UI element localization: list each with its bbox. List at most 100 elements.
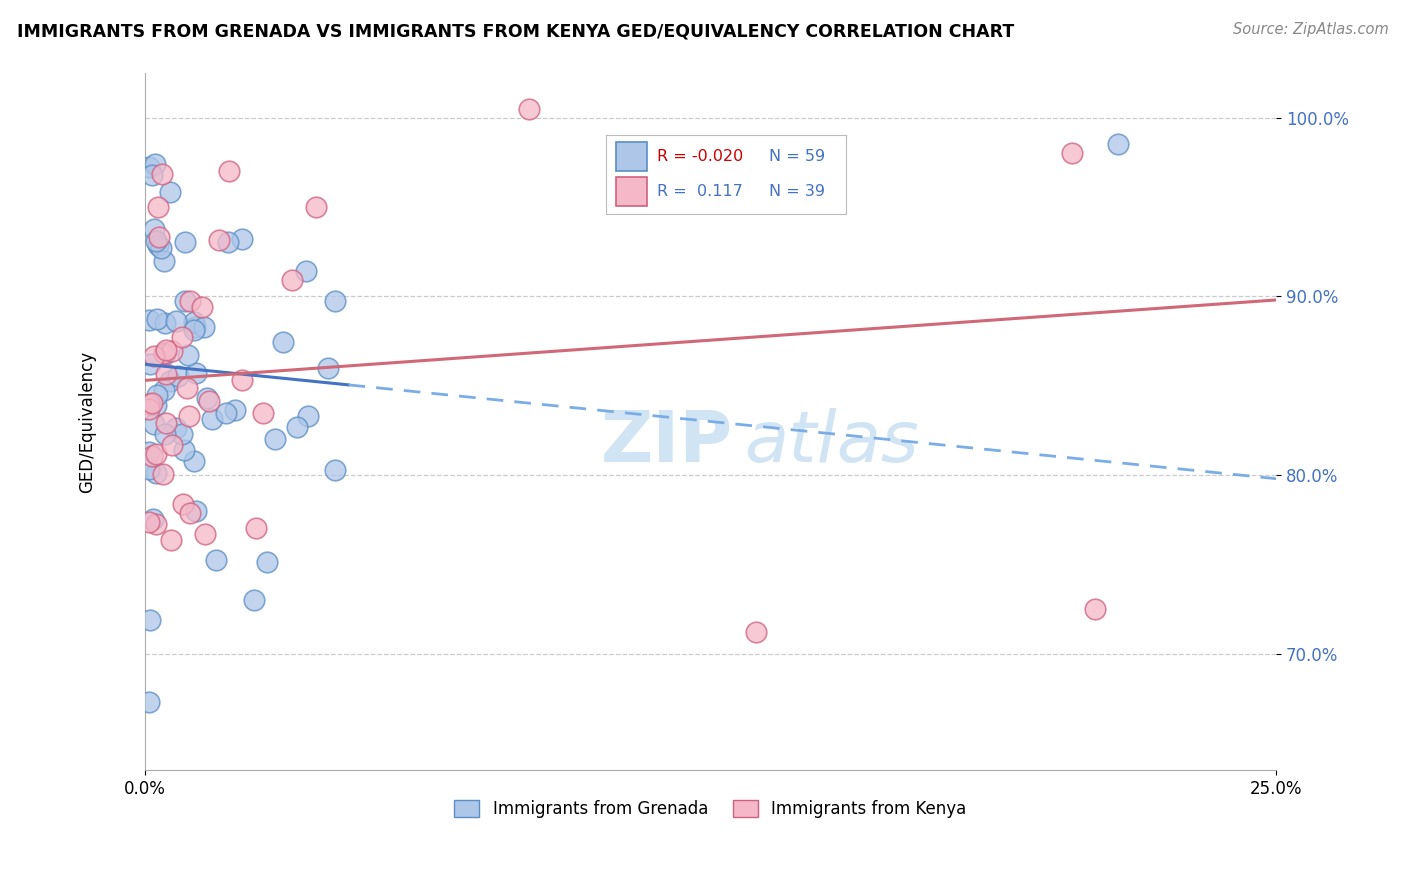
Point bbox=[138, 461, 160, 475]
Point bbox=[160, 438, 183, 452]
Point bbox=[170, 329, 193, 343]
Point bbox=[745, 625, 768, 640]
Point bbox=[201, 412, 224, 426]
Point bbox=[146, 311, 169, 326]
Point bbox=[197, 391, 219, 405]
Point bbox=[170, 426, 193, 441]
Point bbox=[138, 160, 160, 174]
Point bbox=[167, 369, 190, 384]
Text: R = -0.020: R = -0.020 bbox=[657, 149, 742, 164]
Point bbox=[1107, 137, 1129, 152]
Point bbox=[174, 235, 197, 249]
Point bbox=[139, 357, 162, 371]
Point bbox=[143, 157, 166, 171]
Point bbox=[145, 466, 167, 480]
Point bbox=[179, 507, 201, 521]
Point bbox=[264, 432, 287, 446]
Point bbox=[150, 241, 173, 255]
Text: Source: ZipAtlas.com: Source: ZipAtlas.com bbox=[1233, 22, 1389, 37]
Point bbox=[148, 230, 170, 244]
Point bbox=[218, 163, 240, 178]
Point bbox=[138, 313, 160, 327]
Point bbox=[142, 512, 165, 526]
Point bbox=[193, 319, 215, 334]
Point bbox=[231, 373, 253, 387]
Point bbox=[152, 383, 174, 397]
Point bbox=[316, 360, 339, 375]
Point bbox=[145, 447, 167, 461]
Point bbox=[243, 592, 266, 607]
Point bbox=[173, 443, 195, 458]
Point bbox=[245, 521, 267, 535]
Y-axis label: GED/Equivalency: GED/Equivalency bbox=[79, 351, 96, 492]
Point bbox=[162, 344, 184, 359]
Text: atlas: atlas bbox=[744, 408, 920, 477]
Point bbox=[146, 200, 169, 214]
Point bbox=[153, 316, 176, 330]
Point bbox=[304, 200, 326, 214]
Point bbox=[184, 366, 207, 380]
Point bbox=[141, 450, 163, 464]
Legend: Immigrants from Grenada, Immigrants from Kenya: Immigrants from Grenada, Immigrants from… bbox=[447, 793, 973, 824]
Point bbox=[179, 409, 201, 424]
Point bbox=[177, 348, 200, 362]
Point bbox=[176, 380, 198, 394]
Point bbox=[165, 314, 187, 328]
Point bbox=[297, 409, 319, 423]
Point bbox=[145, 398, 167, 412]
Text: N = 39: N = 39 bbox=[769, 184, 825, 199]
Text: R =  0.117: R = 0.117 bbox=[657, 184, 742, 199]
Point bbox=[224, 402, 246, 417]
Point bbox=[145, 234, 167, 248]
Point bbox=[138, 444, 160, 458]
Point bbox=[179, 293, 201, 308]
Point bbox=[198, 393, 221, 408]
Point bbox=[145, 517, 167, 532]
Point bbox=[183, 315, 205, 329]
Point bbox=[138, 402, 160, 417]
Text: IMMIGRANTS FROM GRENADA VS IMMIGRANTS FROM KENYA GED/EQUIVALENCY CORRELATION CHA: IMMIGRANTS FROM GRENADA VS IMMIGRANTS FR… bbox=[17, 22, 1014, 40]
Bar bbox=[616, 178, 647, 205]
Point bbox=[143, 417, 166, 432]
Point bbox=[186, 504, 208, 518]
Point bbox=[139, 614, 162, 628]
Point bbox=[142, 349, 165, 363]
Point bbox=[295, 264, 318, 278]
Point bbox=[256, 555, 278, 569]
Point bbox=[172, 497, 194, 511]
Point bbox=[141, 168, 163, 182]
Point bbox=[183, 454, 205, 468]
Point bbox=[208, 233, 231, 247]
Point bbox=[150, 167, 173, 181]
Point bbox=[153, 346, 176, 360]
Point bbox=[191, 300, 214, 314]
Point bbox=[138, 515, 160, 529]
Point bbox=[152, 254, 174, 268]
Point bbox=[155, 368, 177, 382]
Point bbox=[217, 235, 239, 249]
Point bbox=[231, 232, 253, 246]
Point bbox=[183, 323, 205, 337]
Point bbox=[517, 102, 540, 116]
Text: N = 59: N = 59 bbox=[769, 149, 825, 164]
Point bbox=[1084, 602, 1107, 616]
Point bbox=[285, 419, 308, 434]
Point bbox=[215, 406, 238, 420]
Point bbox=[323, 462, 346, 476]
Point bbox=[138, 397, 160, 411]
Point bbox=[159, 374, 181, 388]
Point bbox=[252, 406, 274, 420]
Point bbox=[184, 319, 207, 334]
Point bbox=[153, 427, 176, 442]
Point bbox=[155, 343, 177, 357]
Point bbox=[323, 293, 346, 308]
Point bbox=[1062, 146, 1084, 161]
Point bbox=[152, 467, 174, 481]
Bar bbox=[616, 143, 647, 171]
Point bbox=[194, 527, 217, 541]
Point bbox=[173, 294, 195, 309]
Point bbox=[138, 695, 160, 709]
Point bbox=[159, 185, 181, 199]
Point bbox=[143, 222, 166, 236]
Point bbox=[155, 416, 177, 430]
